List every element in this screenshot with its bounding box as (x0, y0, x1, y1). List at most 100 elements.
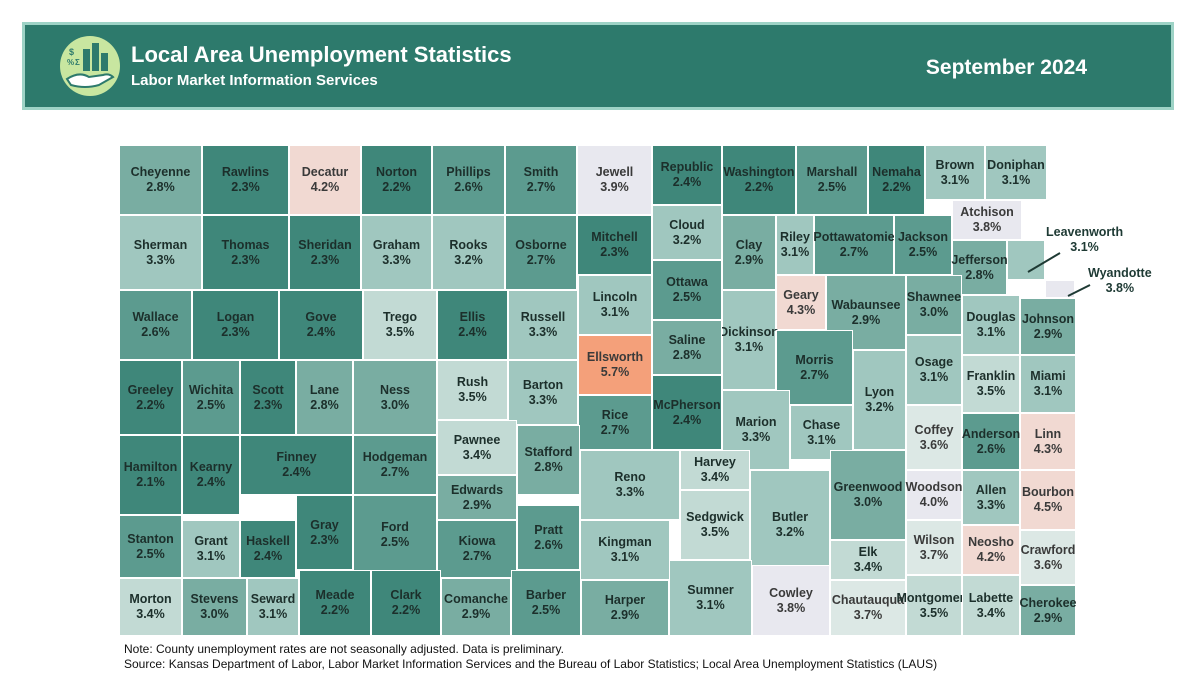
county-meade (299, 570, 371, 636)
county-label-butler: Butler 3.2% (772, 510, 808, 540)
county-thomas (202, 215, 289, 290)
county-rate: 2.9% (734, 252, 764, 267)
county-jewell (577, 145, 652, 215)
county-name: Nemaha (872, 165, 921, 179)
county-name: Osage (914, 355, 954, 369)
county-label-stevens: Stevens 3.0% (191, 592, 239, 622)
county-name: Cloud (669, 217, 705, 232)
county-name: Reno (614, 470, 646, 484)
county-label-haskell: Haskell 2.4% (246, 534, 290, 564)
county-name: Stanton (127, 531, 174, 546)
county-rate: 3.0% (200, 607, 229, 621)
county-label-mcpherson: McPherson 2.4% (653, 398, 720, 428)
county-rate: 3.1% (940, 172, 970, 187)
county-name: Lane (309, 382, 340, 397)
county-label-finney: Finney 2.4% (276, 450, 316, 480)
county-name: Seward (250, 592, 296, 606)
county-label-mitchell: Mitchell 2.3% (591, 230, 638, 260)
county-sherman (119, 215, 202, 290)
county-rate: 2.9% (462, 497, 492, 512)
county-label-sumner: Sumner 3.1% (687, 583, 734, 613)
county-stevens (182, 578, 247, 636)
county-decatur (289, 145, 361, 215)
county-grant (182, 520, 240, 578)
county-name: Rice (601, 407, 629, 422)
county-rate: 2.3% (221, 325, 250, 339)
county-rate: 3.4% (462, 447, 492, 462)
county-name: Sherman (133, 237, 188, 252)
county-name: Pawnee (453, 432, 501, 447)
county-label-bourbon: Bourbon 4.5% (1022, 485, 1074, 515)
county-name: Cheyenne (130, 165, 191, 179)
county-label-crawford: Crawford 3.6% (1021, 543, 1076, 573)
county-rate: 3.1% (919, 370, 949, 384)
svg-text:%: % (67, 58, 74, 67)
county-miami (1020, 355, 1076, 413)
county-name: Stevens (190, 592, 239, 606)
county-name: Republic (660, 160, 714, 174)
county-ellsworth (578, 335, 652, 395)
county-label-comanche: Comanche 2.9% (444, 592, 508, 622)
county-name: Pratt (534, 522, 563, 537)
county-name: Bourbon (1021, 485, 1075, 499)
county-label-norton: Norton 2.2% (376, 165, 417, 195)
county-rate: 2.4% (196, 475, 226, 489)
page-subtitle: Labor Market Information Services (131, 72, 378, 89)
county-name: Wilson (913, 532, 955, 547)
county-name: Wichita (188, 382, 234, 397)
county-rate: 2.5% (531, 603, 561, 617)
county-cheyenne (119, 145, 202, 215)
county-rate: 3.5% (385, 325, 415, 339)
leavenworth-callout: Leavenworth 3.1% (1046, 225, 1123, 255)
county-phillips (432, 145, 505, 215)
county-label-republic: Republic 2.4% (661, 160, 714, 190)
county-haskell (240, 520, 296, 578)
county-label-elk: Elk 3.4% (854, 545, 883, 575)
county-logan (192, 290, 279, 360)
county-rate: 2.4% (306, 325, 336, 339)
county-label-russell: Russell 3.3% (521, 310, 565, 340)
county-label-rush: Rush 3.5% (457, 375, 488, 405)
county-label-jewell: Jewell 3.9% (596, 165, 634, 195)
county-osage (906, 335, 962, 405)
county-sedgwick (680, 490, 750, 560)
county-label-sedgwick: Sedgwick 3.5% (686, 510, 744, 540)
county-name: Pottawatomie (813, 230, 895, 244)
county-name: Jackson (897, 230, 949, 244)
county-rice (578, 395, 652, 450)
header-banner: $ % Σ Local Area Unemployment Statistics… (22, 22, 1174, 110)
county-lincoln (578, 275, 652, 335)
county-mitchell (577, 215, 652, 275)
county-name: Ottawa (666, 275, 708, 289)
hand-with-chart-logo: $ % Σ (60, 36, 120, 96)
county-label-lyon: Lyon 3.2% (865, 385, 894, 415)
county-label-cowley: Cowley 3.8% (769, 586, 813, 616)
county-label-coffey: Coffey 3.6% (915, 423, 954, 453)
county-label-seward: Seward 3.1% (251, 592, 295, 622)
county-name: Atchison (960, 205, 1014, 219)
county-rate: 2.3% (231, 252, 260, 267)
county-rate: 3.8% (1105, 281, 1135, 295)
county-rate: 2.8% (310, 397, 339, 412)
county-rate: 3.3% (615, 485, 645, 499)
county-franklin (962, 355, 1020, 413)
county-name: Riley (780, 230, 810, 244)
county-rate: 3.1% (1033, 384, 1063, 398)
county-name: Saline (668, 332, 706, 347)
county-label-meade: Meade 2.2% (316, 588, 355, 618)
county-name: Graham (372, 237, 421, 252)
county-label-sherman: Sherman 3.3% (134, 238, 188, 268)
county-greenwood (830, 450, 906, 540)
county-label-chautauqua: Chautauqua 3.7% (832, 593, 904, 623)
county-name: Phillips (446, 165, 491, 179)
county-name: Ford (381, 520, 409, 534)
county-name: Ellis (459, 310, 486, 324)
county-label-ellsworth: Ellsworth 5.7% (587, 350, 643, 380)
county-label-pratt: Pratt 2.6% (534, 523, 563, 553)
county-name: Meade (315, 588, 355, 602)
county-label-harvey: Harvey 3.4% (694, 455, 736, 485)
county-name: Russell (520, 310, 566, 324)
county-name: Barber (525, 588, 567, 602)
county-rate: 2.7% (462, 549, 492, 563)
county-russell (508, 290, 578, 360)
